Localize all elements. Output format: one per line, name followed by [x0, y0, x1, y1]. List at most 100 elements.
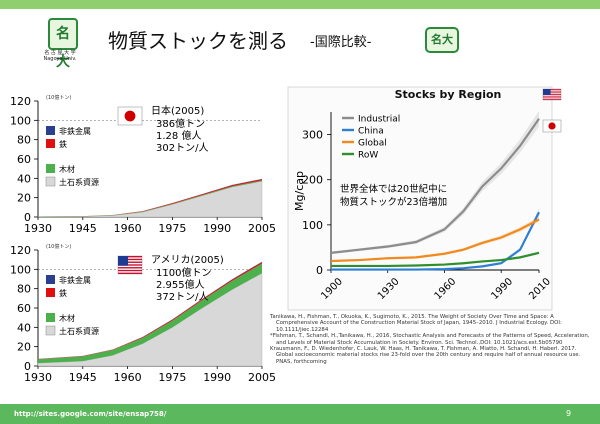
reference-3: Krausmann, F., D. Wiedenhofer, C. Lauk, …: [270, 346, 581, 365]
area1-series-土石系資源: [37, 272, 263, 367]
area1-x-tick-label: 2005: [248, 371, 276, 384]
region-us-flag-stripe: [543, 94, 561, 95]
area0-legend-label: 木材: [59, 164, 75, 174]
area0-unit-label: (10億トン): [46, 94, 71, 101]
area1-legend-swatch: [46, 288, 55, 297]
area1-y-tick-label: 0: [24, 360, 31, 373]
area1-flag-stripe: [118, 269, 142, 272]
bottom-bar: [0, 404, 600, 424]
region-us-flag-stripe: [543, 97, 561, 99]
area1-x-tick-label: 1930: [24, 371, 52, 384]
area0-legend-swatch: [46, 139, 55, 148]
region-y-tick-label: 300: [302, 129, 323, 142]
area1-unit-label: (10億トン): [46, 243, 71, 250]
area1-legend-label: 土石系資源: [59, 326, 99, 336]
region-line-RoW: [331, 251, 540, 268]
region-us-flag-canton: [543, 89, 551, 95]
region-us-flag-stripe: [543, 99, 561, 100]
page-number: 9: [566, 409, 572, 418]
area0-country: 日本(2005): [151, 104, 204, 117]
area1-x-tick-label: 1960: [114, 371, 142, 384]
area1-y-tick-label: 60: [17, 302, 31, 315]
top-accent-bar: [0, 0, 600, 9]
area0-y-tick-label: 0: [24, 211, 31, 224]
area0-x-tick-label: 1945: [69, 222, 97, 235]
area1-flag-stripe: [118, 256, 142, 258]
area0-y-tick-label: 80: [17, 134, 31, 147]
area0-stat: 386億トン: [156, 117, 205, 130]
references: Tanikawa, H., Fishman, T., Okuoka, K., S…: [270, 314, 590, 365]
area0-stat: 1.28 億人: [156, 129, 201, 142]
area1-y-tick-label: 80: [17, 283, 31, 296]
area1-flag-stripe: [118, 272, 142, 274]
area0-y-tick-label: 20: [17, 192, 31, 205]
region-legend-label: Global: [358, 139, 387, 149]
region-us-flag-stripe: [543, 92, 561, 94]
page-title: 物質ストックを測る: [108, 29, 288, 53]
area1-stat: 2.955億人: [156, 278, 205, 291]
region-chart-title: Stocks by Region: [395, 88, 502, 101]
university-logo: 名大 名 古 屋 大 学 Nagoya Univ.: [38, 18, 82, 74]
area1-flag-stripe: [118, 267, 142, 269]
area0-legend-label: 鉄: [59, 139, 67, 149]
area1-flag-stripe: [118, 258, 142, 261]
area1-legend-label: 木材: [59, 313, 75, 323]
area0-stat: 302トン/人: [156, 142, 208, 154]
region-y-tick-label: 200: [302, 174, 323, 187]
region-y-tick-label: 100: [302, 219, 323, 232]
area0-y-tick-label: 120: [10, 95, 31, 108]
region-y-label: Mg/cap: [293, 171, 306, 211]
region-line-Global: [330, 218, 540, 263]
region-us-flag-stripe: [543, 89, 561, 90]
area1-y-tick-label: 100: [10, 263, 31, 276]
region-legend-label: Industrial: [358, 115, 400, 125]
area1-stat: 1100億トン: [156, 266, 211, 279]
reference-2: *Fishman, T., Schandl, H.,Tanikawa, H., …: [270, 333, 590, 346]
area1-x-tick-label: 1975: [158, 371, 186, 384]
region-annotation: 世界全体では20世紀中に: [340, 183, 447, 195]
area1-x-tick-label: 1990: [203, 371, 231, 384]
area1-stat: 372トン/人: [156, 291, 208, 303]
region-legend-label: RoW: [358, 151, 378, 161]
area1-legend-label: 非鉄金属: [59, 275, 91, 285]
area0-legend-swatch: [45, 176, 56, 187]
area0-y-tick-label: 100: [10, 114, 31, 127]
area0-x-tick-label: 1960: [114, 222, 142, 235]
area0-legend-label: 非鉄金属: [59, 126, 91, 136]
area1-flag-stripe: [118, 261, 142, 263]
area0-legend-swatch: [46, 126, 55, 135]
area1-legend-label: 鉄: [59, 288, 67, 298]
area1-legend-swatch: [46, 275, 55, 284]
area1-legend-swatch: [46, 313, 55, 322]
area0-legend-swatch: [46, 164, 55, 173]
region-line-China: [331, 211, 540, 271]
area0-legend-label: 土石系資源: [59, 177, 99, 187]
region-legend-label: China: [358, 127, 384, 137]
area1-country: アメリカ(2005): [151, 254, 224, 266]
area1-y-tick-label: 40: [17, 321, 31, 334]
region-y-tick-label: 0: [316, 264, 323, 277]
university-icon: 名大: [425, 27, 459, 53]
area0-x-tick-label: 1930: [24, 222, 52, 235]
area1-y-tick-label: 20: [17, 341, 31, 354]
region-line-Industrial: [330, 118, 540, 254]
footer-url[interactable]: http://sites.google.com/site/ensap758/: [14, 410, 167, 418]
page-subtitle: -国際比較-: [310, 35, 372, 50]
area1-legend-swatch: [45, 325, 56, 336]
area0-x-tick-label: 2005: [248, 222, 276, 235]
area1-y-tick-label: 120: [10, 244, 31, 257]
area0-y-tick-label: 40: [17, 172, 31, 185]
area0-series-土石系資源: [37, 180, 263, 218]
area0-x-tick-label: 1975: [158, 222, 186, 235]
area0-x-tick-label: 1990: [203, 222, 231, 235]
region-japan-flag-sun: [548, 122, 556, 130]
region-chart-frame: [287, 86, 553, 311]
area1-x-tick-label: 1945: [69, 371, 97, 384]
area0-flag-sun: [124, 110, 136, 122]
region-us-flag-stripe: [543, 90, 561, 92]
region-us-flag-stripe: [543, 95, 561, 97]
area1-flag-stripe: [118, 264, 142, 266]
reference-1: Tanikawa, H., Fishman, T., Okuoka, K., S…: [270, 314, 562, 333]
logo-caption: 名 古 屋 大 学 Nagoya Univ.: [43, 50, 77, 62]
